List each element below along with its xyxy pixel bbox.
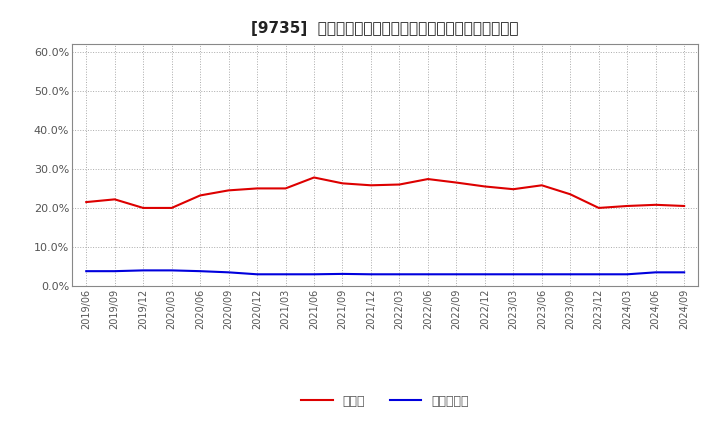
現頲金 — [225, 188, 233, 193]
現頲金 — [167, 205, 176, 211]
Line: 有利子負債: 有利子負債 — [86, 271, 684, 274]
有利子負債 — [395, 271, 404, 277]
有利子負債 — [366, 271, 375, 277]
有利子負債 — [139, 268, 148, 273]
有利子負債 — [537, 271, 546, 277]
現頲金 — [282, 186, 290, 191]
現頲金 — [110, 197, 119, 202]
現頲金 — [680, 203, 688, 209]
有利子負債 — [167, 268, 176, 273]
有利子負債 — [595, 271, 603, 277]
有利子負債 — [623, 271, 631, 277]
現頲金 — [310, 175, 318, 180]
現頲金 — [452, 180, 461, 185]
現頲金 — [623, 203, 631, 209]
有利子負債 — [196, 268, 204, 274]
現頲金 — [537, 183, 546, 188]
現頲金 — [566, 192, 575, 197]
現頲金 — [82, 199, 91, 205]
現頲金 — [366, 183, 375, 188]
有利子負債 — [680, 270, 688, 275]
有利子負債 — [452, 271, 461, 277]
Line: 現頲金: 現頲金 — [86, 177, 684, 208]
Title: [9735]  現頲金、有利子負債の総資産に対する比率の推移: [9735] 現頲金、有利子負債の総資産に対する比率の推移 — [251, 21, 519, 36]
有利子負債 — [652, 270, 660, 275]
有利子負債 — [480, 271, 489, 277]
現頲金 — [509, 187, 518, 192]
現頲金 — [338, 181, 347, 186]
有利子負債 — [110, 268, 119, 274]
有利子負債 — [310, 271, 318, 277]
有利子負債 — [225, 270, 233, 275]
有利子負債 — [509, 271, 518, 277]
現頲金 — [595, 205, 603, 211]
有利子負債 — [253, 271, 261, 277]
現頲金 — [395, 182, 404, 187]
現頲金 — [652, 202, 660, 207]
有利子負債 — [82, 268, 91, 274]
現頲金 — [480, 184, 489, 189]
有利子負債 — [338, 271, 347, 277]
現頲金 — [139, 205, 148, 211]
有利子負債 — [423, 271, 432, 277]
現頲金 — [423, 176, 432, 182]
有利子負債 — [282, 271, 290, 277]
Legend: 現頲金, 有利子負債: 現頲金, 有利子負債 — [297, 390, 474, 413]
現頲金 — [253, 186, 261, 191]
有利子負債 — [566, 271, 575, 277]
現頲金 — [196, 193, 204, 198]
